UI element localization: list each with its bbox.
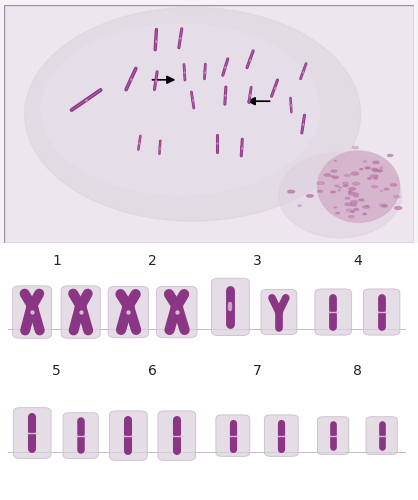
Ellipse shape xyxy=(345,198,350,199)
FancyBboxPatch shape xyxy=(157,286,197,338)
Ellipse shape xyxy=(333,176,338,178)
Ellipse shape xyxy=(346,209,353,212)
FancyBboxPatch shape xyxy=(61,286,100,338)
FancyBboxPatch shape xyxy=(315,289,352,335)
Ellipse shape xyxy=(390,184,397,186)
Ellipse shape xyxy=(349,188,355,190)
Ellipse shape xyxy=(356,193,358,194)
FancyBboxPatch shape xyxy=(363,289,400,335)
FancyBboxPatch shape xyxy=(110,411,147,461)
Ellipse shape xyxy=(354,195,359,197)
Ellipse shape xyxy=(387,154,393,156)
Ellipse shape xyxy=(41,24,320,195)
Ellipse shape xyxy=(354,208,359,210)
Ellipse shape xyxy=(324,174,330,176)
Ellipse shape xyxy=(339,187,342,188)
Ellipse shape xyxy=(363,206,370,208)
Ellipse shape xyxy=(351,204,357,206)
Ellipse shape xyxy=(349,191,352,192)
Ellipse shape xyxy=(338,190,341,191)
Ellipse shape xyxy=(360,168,363,170)
Ellipse shape xyxy=(279,152,402,238)
Ellipse shape xyxy=(331,191,335,193)
Ellipse shape xyxy=(336,212,339,214)
FancyBboxPatch shape xyxy=(13,408,51,459)
Ellipse shape xyxy=(363,160,367,162)
Text: 1: 1 xyxy=(52,254,61,268)
Ellipse shape xyxy=(380,167,383,168)
FancyBboxPatch shape xyxy=(158,411,196,461)
Ellipse shape xyxy=(345,203,352,205)
Ellipse shape xyxy=(368,178,371,179)
Ellipse shape xyxy=(335,185,339,186)
Ellipse shape xyxy=(330,176,334,177)
Ellipse shape xyxy=(334,160,336,161)
Text: 4: 4 xyxy=(353,254,362,268)
Ellipse shape xyxy=(331,170,337,172)
Ellipse shape xyxy=(365,167,370,169)
Text: 5: 5 xyxy=(52,364,61,378)
Ellipse shape xyxy=(370,175,377,178)
Ellipse shape xyxy=(384,188,389,190)
Ellipse shape xyxy=(334,207,336,208)
Ellipse shape xyxy=(352,182,359,185)
Ellipse shape xyxy=(373,161,379,164)
Ellipse shape xyxy=(394,196,400,198)
Ellipse shape xyxy=(317,182,324,184)
Ellipse shape xyxy=(288,190,295,193)
FancyBboxPatch shape xyxy=(318,416,349,455)
Ellipse shape xyxy=(344,174,350,176)
Ellipse shape xyxy=(374,170,377,172)
FancyBboxPatch shape xyxy=(13,286,52,338)
Ellipse shape xyxy=(382,205,387,207)
Ellipse shape xyxy=(351,172,358,175)
Ellipse shape xyxy=(307,194,313,197)
FancyBboxPatch shape xyxy=(216,415,250,457)
FancyBboxPatch shape xyxy=(212,278,249,336)
Text: 3: 3 xyxy=(253,254,261,268)
Ellipse shape xyxy=(372,186,377,188)
Text: 6: 6 xyxy=(148,364,157,378)
Ellipse shape xyxy=(377,170,382,172)
Text: 8: 8 xyxy=(353,364,362,378)
Ellipse shape xyxy=(380,190,382,192)
Ellipse shape xyxy=(318,190,323,192)
Ellipse shape xyxy=(298,205,301,206)
Ellipse shape xyxy=(351,211,354,212)
FancyBboxPatch shape xyxy=(63,412,98,459)
Ellipse shape xyxy=(380,204,387,206)
Ellipse shape xyxy=(374,178,377,179)
Ellipse shape xyxy=(343,185,348,186)
Ellipse shape xyxy=(318,151,400,222)
Ellipse shape xyxy=(349,216,354,218)
Ellipse shape xyxy=(349,192,355,195)
FancyBboxPatch shape xyxy=(264,415,298,457)
Ellipse shape xyxy=(351,200,358,203)
FancyBboxPatch shape xyxy=(108,286,148,338)
FancyBboxPatch shape xyxy=(261,290,297,335)
Text: 7: 7 xyxy=(253,364,261,378)
Ellipse shape xyxy=(372,168,377,170)
Ellipse shape xyxy=(25,8,361,221)
Ellipse shape xyxy=(352,146,359,149)
FancyBboxPatch shape xyxy=(366,416,397,455)
Text: 2: 2 xyxy=(148,254,157,268)
Ellipse shape xyxy=(395,206,402,210)
Ellipse shape xyxy=(359,199,364,201)
Ellipse shape xyxy=(343,182,348,184)
